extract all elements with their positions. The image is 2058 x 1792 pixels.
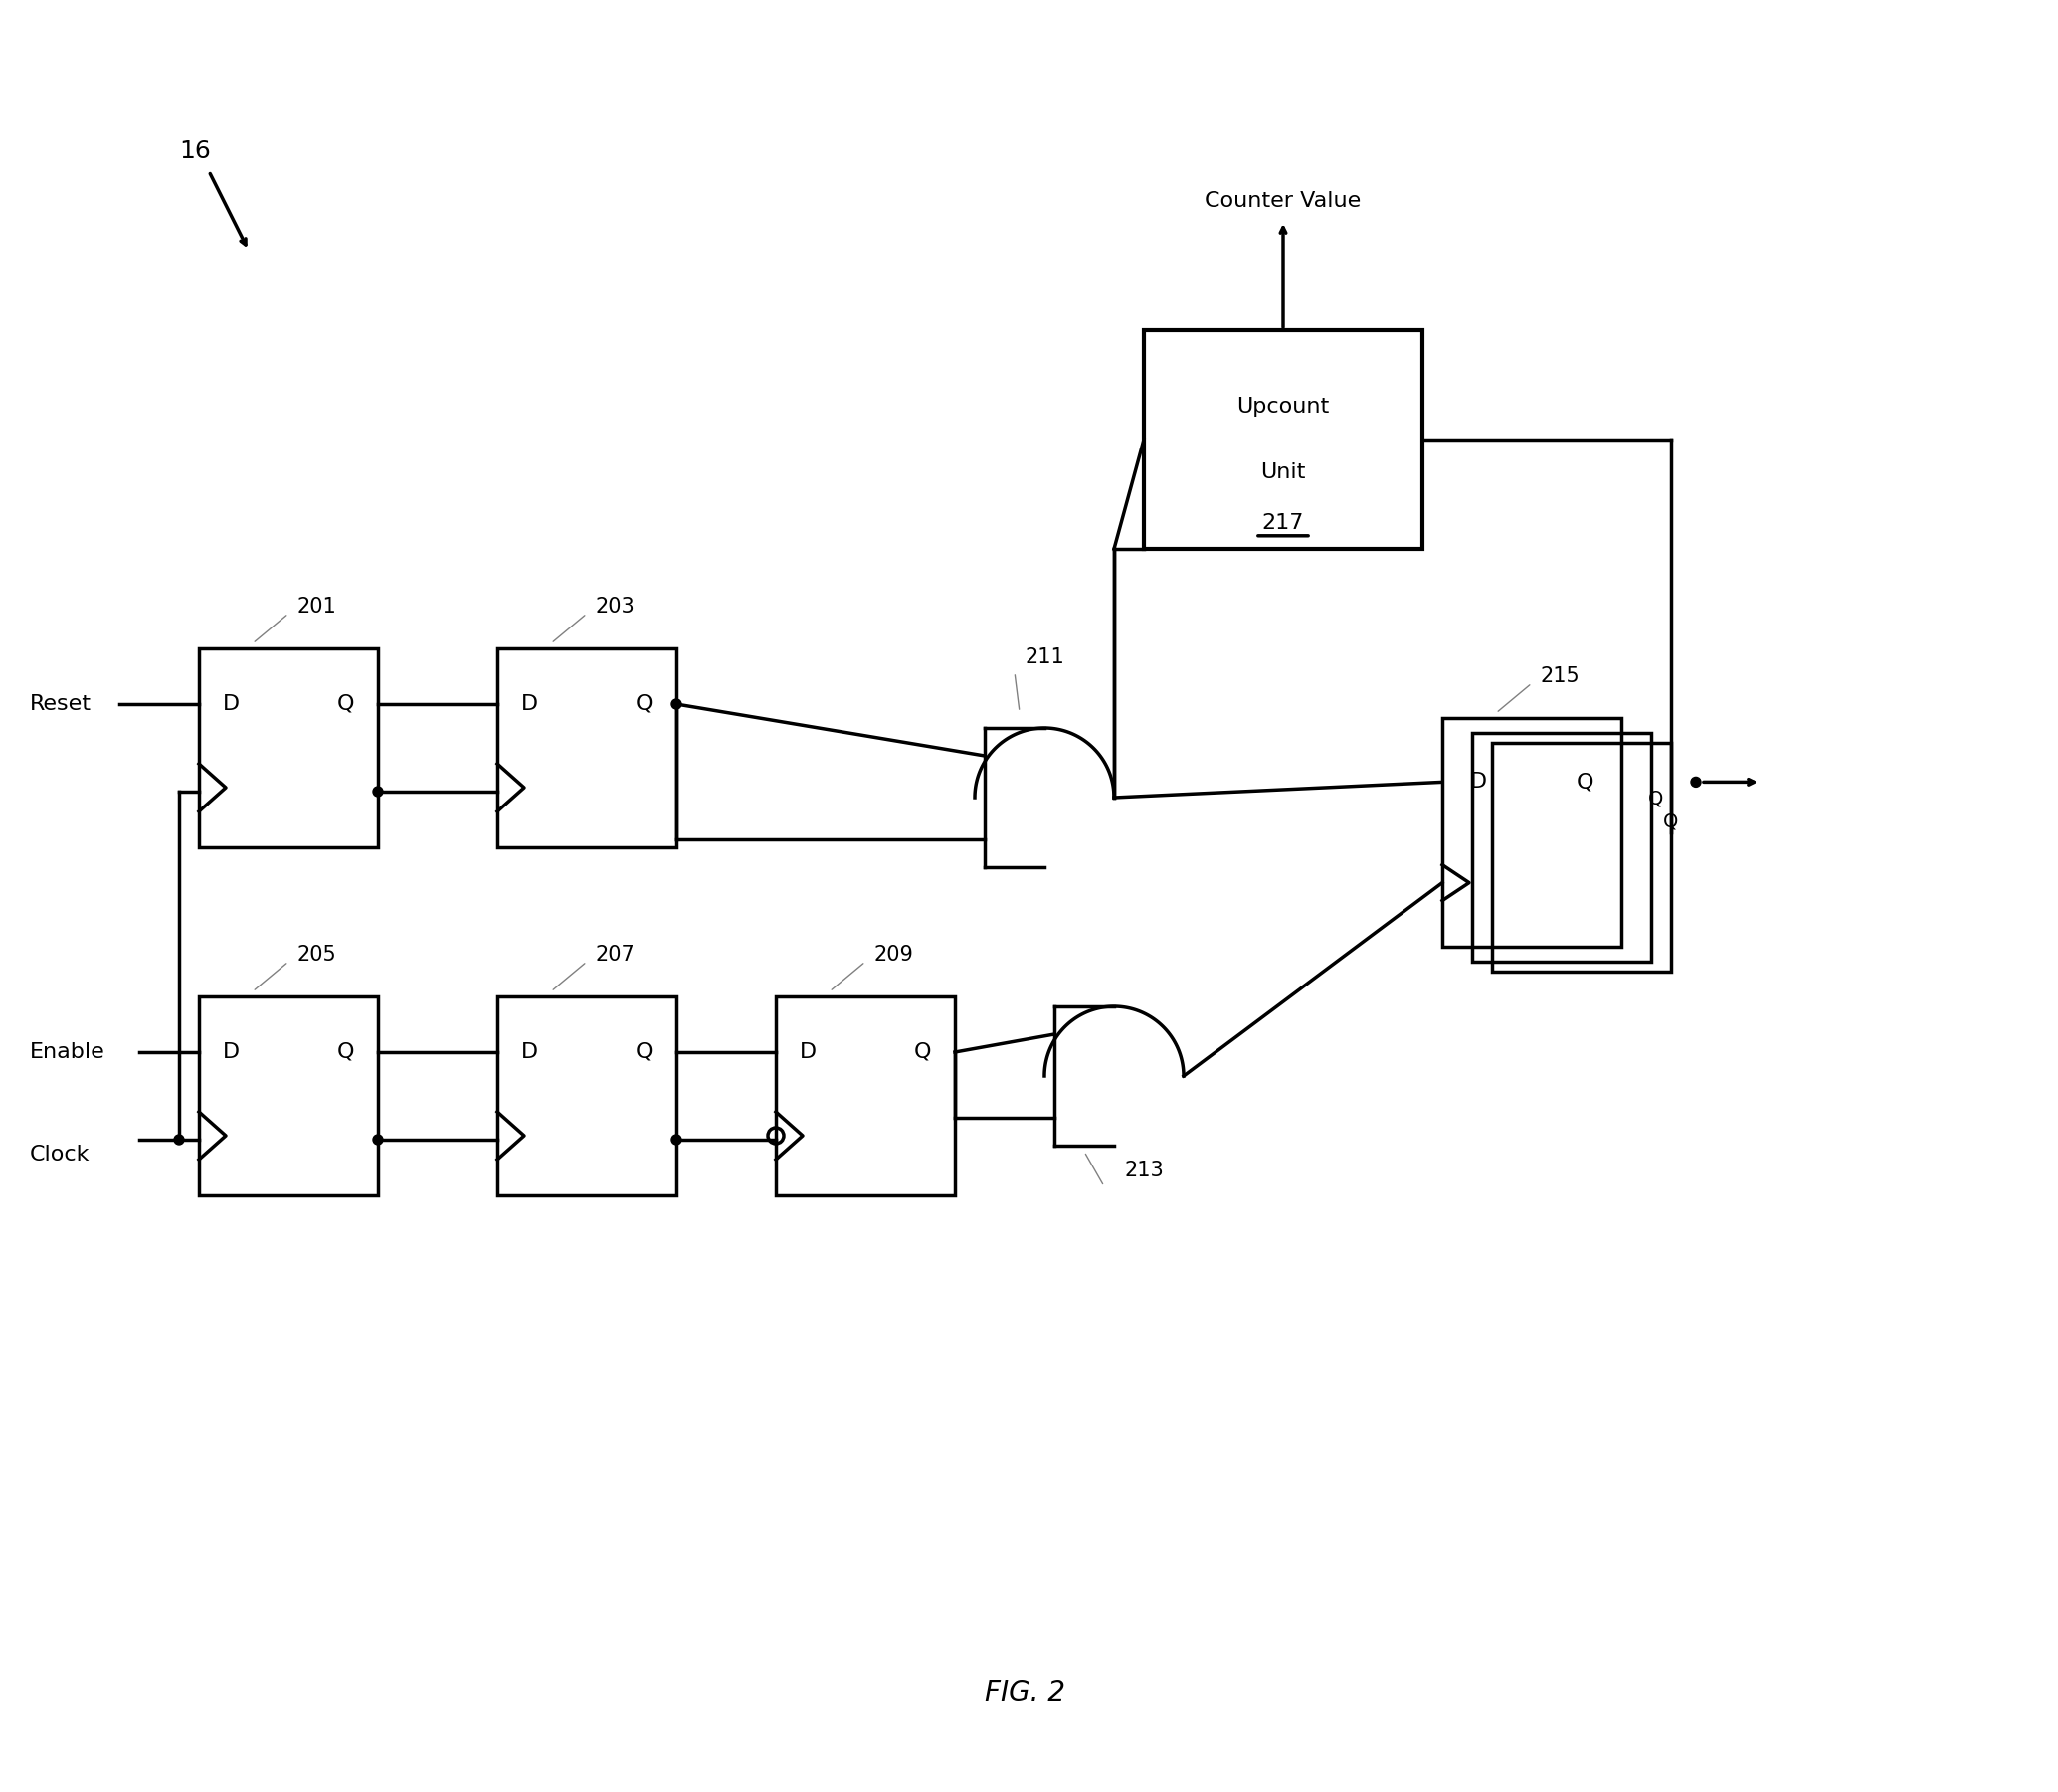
Text: Q: Q [914, 1043, 932, 1063]
Text: Q: Q [636, 1043, 652, 1063]
Bar [1492, 744, 1671, 971]
Text: D: D [521, 1043, 537, 1063]
Text: Q: Q [338, 1043, 354, 1063]
Bar [1471, 733, 1651, 962]
Circle shape [671, 1134, 681, 1145]
Text: Q: Q [338, 694, 354, 713]
Bar [776, 996, 955, 1195]
Text: Counter Value: Counter Value [1204, 192, 1360, 211]
Text: D: D [1469, 772, 1486, 792]
Text: Q: Q [1576, 772, 1595, 792]
Bar [498, 649, 677, 848]
Text: Clock: Clock [29, 1145, 91, 1165]
Text: 205: 205 [298, 944, 338, 964]
Text: Q: Q [636, 694, 652, 713]
Text: 215: 215 [1541, 667, 1581, 686]
Bar [498, 996, 677, 1195]
Text: 211: 211 [1025, 647, 1064, 667]
Circle shape [372, 1134, 383, 1145]
Text: 213: 213 [1124, 1161, 1163, 1181]
Text: Enable: Enable [29, 1043, 105, 1063]
Circle shape [372, 787, 383, 797]
Text: Unit: Unit [1262, 462, 1305, 482]
Bar [1144, 330, 1422, 548]
Text: D: D [222, 694, 239, 713]
Text: D: D [801, 1043, 817, 1063]
Text: Q: Q [1663, 812, 1679, 830]
Circle shape [1692, 778, 1700, 787]
Text: 217: 217 [1262, 513, 1305, 532]
Text: 16: 16 [179, 140, 210, 163]
Bar [200, 996, 379, 1195]
Text: 203: 203 [597, 597, 636, 616]
Text: 207: 207 [597, 944, 636, 964]
Circle shape [671, 699, 681, 710]
Text: FIG. 2: FIG. 2 [984, 1679, 1064, 1706]
Text: Reset: Reset [29, 694, 91, 713]
Text: Q: Q [1648, 788, 1663, 808]
Circle shape [175, 1134, 183, 1145]
Text: Upcount: Upcount [1237, 396, 1329, 418]
Text: D: D [222, 1043, 239, 1063]
Bar [200, 649, 379, 848]
Bar [1443, 719, 1622, 946]
Text: D: D [521, 694, 537, 713]
Text: 209: 209 [875, 944, 914, 964]
Text: 201: 201 [298, 597, 338, 616]
